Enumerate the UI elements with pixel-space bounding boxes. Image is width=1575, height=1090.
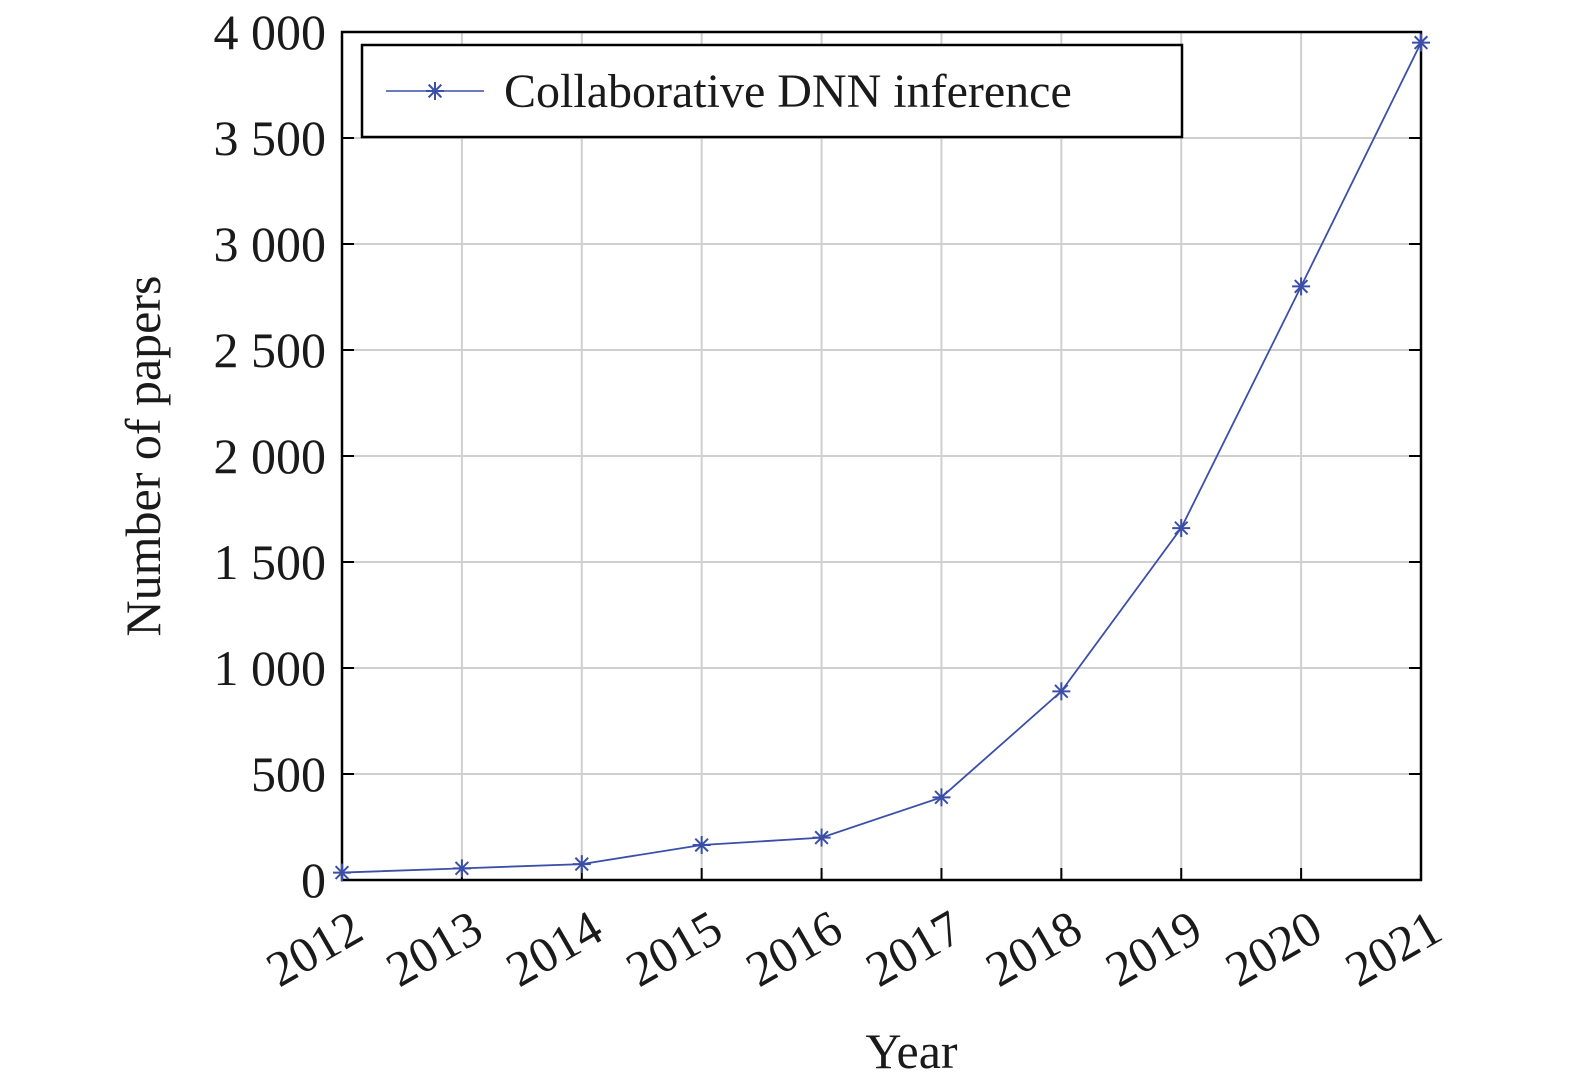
data-point xyxy=(932,788,951,807)
y-tick-label: 3 000 xyxy=(214,216,327,272)
y-tick-label: 1 500 xyxy=(214,534,327,590)
x-tick-label: 2021 xyxy=(1336,899,1451,997)
data-point xyxy=(333,863,351,882)
data-point xyxy=(452,859,471,878)
data-point xyxy=(1412,33,1430,52)
y-tick-label: 4 000 xyxy=(214,4,327,60)
data-point xyxy=(1052,682,1071,701)
series-group xyxy=(333,33,1430,882)
y-axis: 0 500 1 000 1 500 2 000 2 500 3 000 3 500 4 000 xyxy=(214,4,1421,908)
x-tick-label: 2013 xyxy=(377,899,492,997)
data-point xyxy=(812,828,831,847)
x-tick-label: 2014 xyxy=(497,899,612,997)
data-point xyxy=(1292,277,1311,296)
x-axis-title: Year xyxy=(865,1023,957,1079)
data-point xyxy=(426,82,444,100)
grid xyxy=(341,32,1422,880)
x-tick-label: 2016 xyxy=(736,899,851,997)
y-tick-label: 1 000 xyxy=(214,640,327,696)
y-tick-label: 0 xyxy=(301,852,326,908)
data-point xyxy=(692,836,711,855)
data-point xyxy=(572,855,591,874)
legend: Collaborative DNN inference xyxy=(360,43,1184,139)
x-tick-label: 2015 xyxy=(617,899,732,997)
y-axis-title: Number of papers xyxy=(115,276,171,637)
y-tick-label: 3 500 xyxy=(214,110,327,166)
data-point xyxy=(1172,519,1191,538)
legend-box xyxy=(360,43,1184,139)
legend-label: Collaborative DNN inference xyxy=(504,65,1072,118)
x-tick-label: 2019 xyxy=(1096,899,1211,997)
series-line xyxy=(341,42,1422,874)
legend-marker xyxy=(426,82,444,100)
y-tick-label: 2 500 xyxy=(214,322,327,378)
x-tick-label: 2012 xyxy=(257,899,372,997)
x-tick-label: 2017 xyxy=(856,899,971,997)
y-tick-label: 500 xyxy=(251,746,326,802)
x-tick-label: 2020 xyxy=(1216,899,1331,997)
x-tick-label: 2018 xyxy=(976,899,1091,997)
y-tick-label: 2 000 xyxy=(214,428,327,484)
x-axis: 2012 2013 2014 2015 2016 2017 2018 2019 2020 2021 xyxy=(257,868,1451,998)
